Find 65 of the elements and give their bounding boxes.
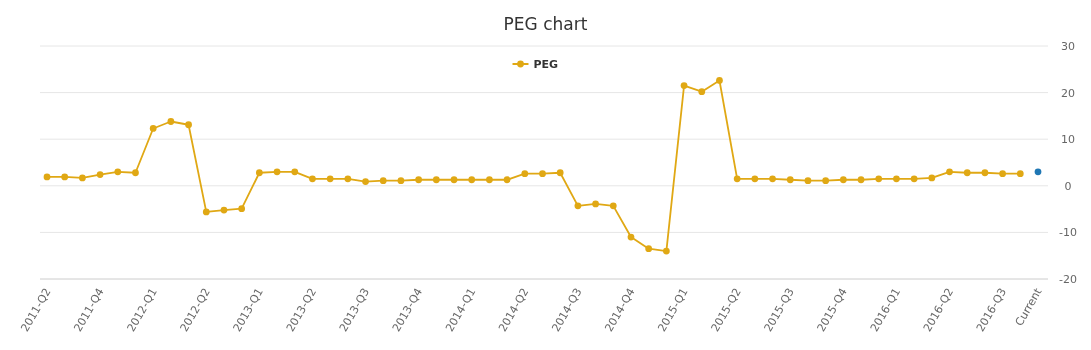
point [981,169,989,177]
y-tick-label: 20 [1061,86,1075,100]
point [255,169,263,177]
point [326,175,334,183]
point [716,77,723,84]
y-tick-label: 10 [1061,133,1075,147]
point [468,176,476,184]
point [698,88,706,96]
point [804,177,812,185]
point [362,178,369,185]
point [574,202,582,210]
point [503,176,511,184]
point [486,176,493,184]
point [379,177,387,185]
point [149,125,157,132]
point [839,176,847,184]
point [309,175,316,183]
y-tick-label: -10 [1059,226,1077,240]
point [786,176,794,184]
point [592,200,599,208]
point [43,173,51,181]
point [291,168,299,176]
point [432,176,440,184]
point [1016,170,1024,178]
point [273,168,281,176]
point [645,245,653,253]
point [415,176,423,184]
point [556,169,564,177]
point [946,168,953,176]
point [822,177,830,185]
point [680,82,688,89]
point [521,170,529,178]
point [450,176,458,184]
point [999,170,1006,178]
point [61,173,69,181]
point [928,174,936,182]
point [238,205,246,213]
point [344,175,352,183]
point [397,177,405,185]
y-tick-label: 30 [1061,40,1075,53]
point [857,176,865,184]
point [751,175,759,183]
point [963,169,971,177]
point [662,247,670,255]
point [539,170,546,178]
point [96,171,104,178]
point [79,174,86,182]
point [132,169,139,177]
point [609,202,617,210]
chart-title: PEG chart [503,14,588,34]
point [202,208,210,216]
y-tick-label: 0 [1064,179,1072,193]
point [220,206,228,214]
point [769,175,776,183]
point [875,175,883,183]
y-tick-label: -20 [1059,273,1077,286]
point [910,175,918,183]
point [1034,168,1042,176]
point [627,233,635,241]
legend-label: PEG [533,58,559,71]
point [893,175,900,183]
point [167,118,175,125]
point [185,121,192,129]
point [733,175,741,183]
point [114,168,122,176]
